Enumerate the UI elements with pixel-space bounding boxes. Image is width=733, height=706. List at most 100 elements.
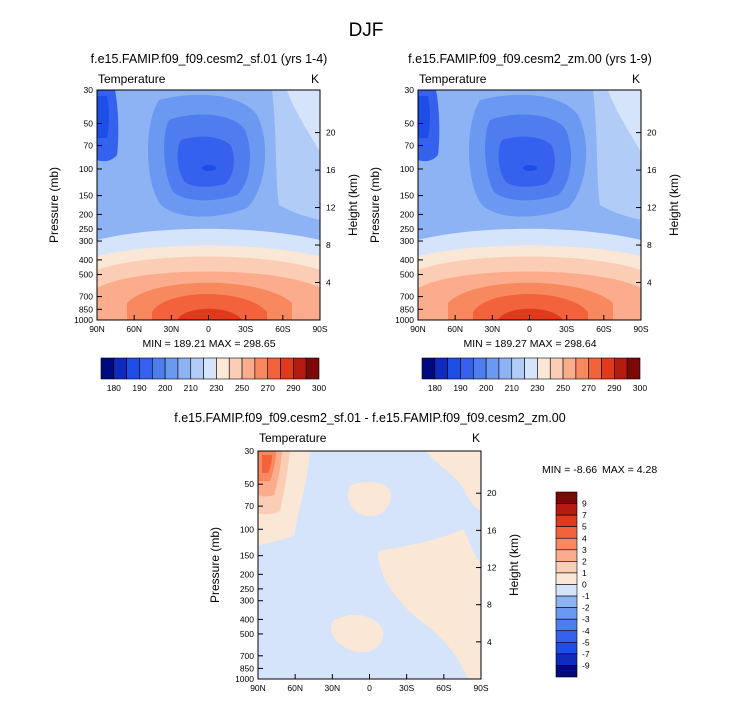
colorbar: 180 190 200 210 230 250 270 290 300 [100,357,326,393]
y-axis-label: Pressure (mb) [47,167,61,243]
x-ticks: 90N 60N 30N 0 30S 60S 90S [410,315,649,334]
colorbar-swatch [228,357,243,380]
y-right-tick-label: 4 [487,637,492,647]
y-right-axis-label: Height (km) [346,174,360,236]
y-tick-label: 500 [79,270,93,280]
y-tick-label: 150 [400,191,414,201]
colorbar-swatch [498,357,513,380]
colorbar-swatch [524,357,538,380]
x-tick-label: 60N [126,324,142,334]
y-tick-label: 500 [400,270,414,280]
colorbar-swatch [472,357,487,380]
colorbar-swatch [139,357,153,380]
y-right-tick-label: 20 [487,488,497,498]
units-label: K [311,72,319,86]
y-tick-label: 300 [400,236,414,246]
colorbar-swatch [100,357,115,380]
colorbar-swatch [434,357,448,380]
y-right-tick-label: 16 [487,525,497,535]
y-tick-label: 100 [400,164,414,174]
y-tick-label: 200 [400,209,414,219]
y-tick-label: 250 [79,224,93,234]
y-tick-label: 400 [400,255,414,265]
contour-band [523,165,537,171]
panel-zm00: f.e15.FAMIP.f09_f09.cesm2_zm.00 (yrs 1-9… [368,52,681,393]
colorbar-swatch [555,537,578,551]
y-tick-label: 50 [84,119,94,129]
y-tick-label: 50 [405,119,415,129]
y-right-tick-label: 16 [647,165,657,175]
colorbar-swatch [555,549,578,562]
x-tick-label: 60S [436,683,451,693]
x-tick-label: 90N [89,324,105,334]
colorbar-label: 250 [235,383,249,393]
y-tick-label: 700 [79,292,93,302]
x-ticks: 90N 60N 30N 0 30S 60S 90S [89,315,328,334]
y-right-tick-label: 20 [326,128,336,138]
colorbar-swatch [549,357,564,380]
colorbar-swatch [555,642,578,655]
colorbar-swatch [555,514,578,527]
y-tick-label: 300 [240,596,254,606]
panel-title: f.e15.FAMIP.f09_f09.cesm2_sf.01 - f.e15.… [174,411,565,425]
contour-band [608,90,641,152]
y-tick-label: 150 [240,551,254,561]
y-right-tick-label: 8 [326,240,331,250]
y-right-tick-label: 12 [487,563,497,573]
x-tick-label: 90S [473,683,488,693]
y-right-tick-label: 12 [326,203,336,213]
contour-band [378,529,481,679]
colorbar-label: -4 [582,626,590,636]
colorbar-swatch [555,618,578,632]
colorbar-label: 290 [607,383,621,393]
colorbar-swatch [203,357,217,380]
page-title: DJF [349,20,384,41]
colorbar-swatch [555,653,578,666]
contour-field [418,90,641,320]
contour-band [418,96,430,138]
colorbar-swatch [555,665,578,678]
colorbar-swatch [177,357,192,380]
colorbar-label: 180 [428,383,442,393]
y-right-tick-label: 4 [326,278,331,288]
y-tick-label: 500 [240,629,254,639]
y-tick-label: 300 [79,236,93,246]
colorbar-swatch [555,572,578,585]
colorbar-label: 4 [582,533,587,543]
colorbar-swatch [293,357,307,380]
y-ticks-right: 20 16 12 8 4 [636,128,657,288]
colorbar-label: 300 [312,383,326,393]
panel-title: f.e15.FAMIP.f09_f09.cesm2_zm.00 (yrs 1-9… [408,52,652,66]
colorbar-swatch [626,357,641,380]
colorbar-label: 200 [158,383,172,393]
y-tick-label: 850 [79,304,93,314]
contour-field [97,90,320,320]
colorbar: 180 190 200 210 230 250 270 290 300 [421,357,647,393]
colorbar-label: 270 [261,383,275,393]
colorbar-swatch [555,607,578,620]
colorbar-swatch [555,491,578,504]
x-tick-label: 60S [596,324,611,334]
colorbar-swatch [485,357,500,380]
x-tick-label: 30S [238,324,253,334]
y-tick-label: 30 [405,85,415,95]
colorbar-swatch [421,357,436,380]
y-tick-label: 30 [84,85,94,95]
colorbar-label: -5 [582,637,590,647]
colorbar-swatch [126,357,140,380]
x-tick-label: 60N [447,324,463,334]
min-max-label: MIN = 189.21 MAX = 298.65 [142,338,275,350]
contour-band [347,481,391,517]
colorbar-swatch [151,357,166,380]
colorbar-swatch [555,503,578,516]
x-tick-label: 30N [325,683,341,693]
y-tick-label: 150 [79,191,93,201]
colorbar-swatch [555,584,578,597]
min-max-label: MIN = 189.27 MAX = 298.64 [463,338,596,350]
colorbar-label: 250 [556,383,570,393]
contour-band [498,308,563,320]
colorbar-swatch [537,357,551,380]
y-tick-label: 400 [240,614,254,624]
